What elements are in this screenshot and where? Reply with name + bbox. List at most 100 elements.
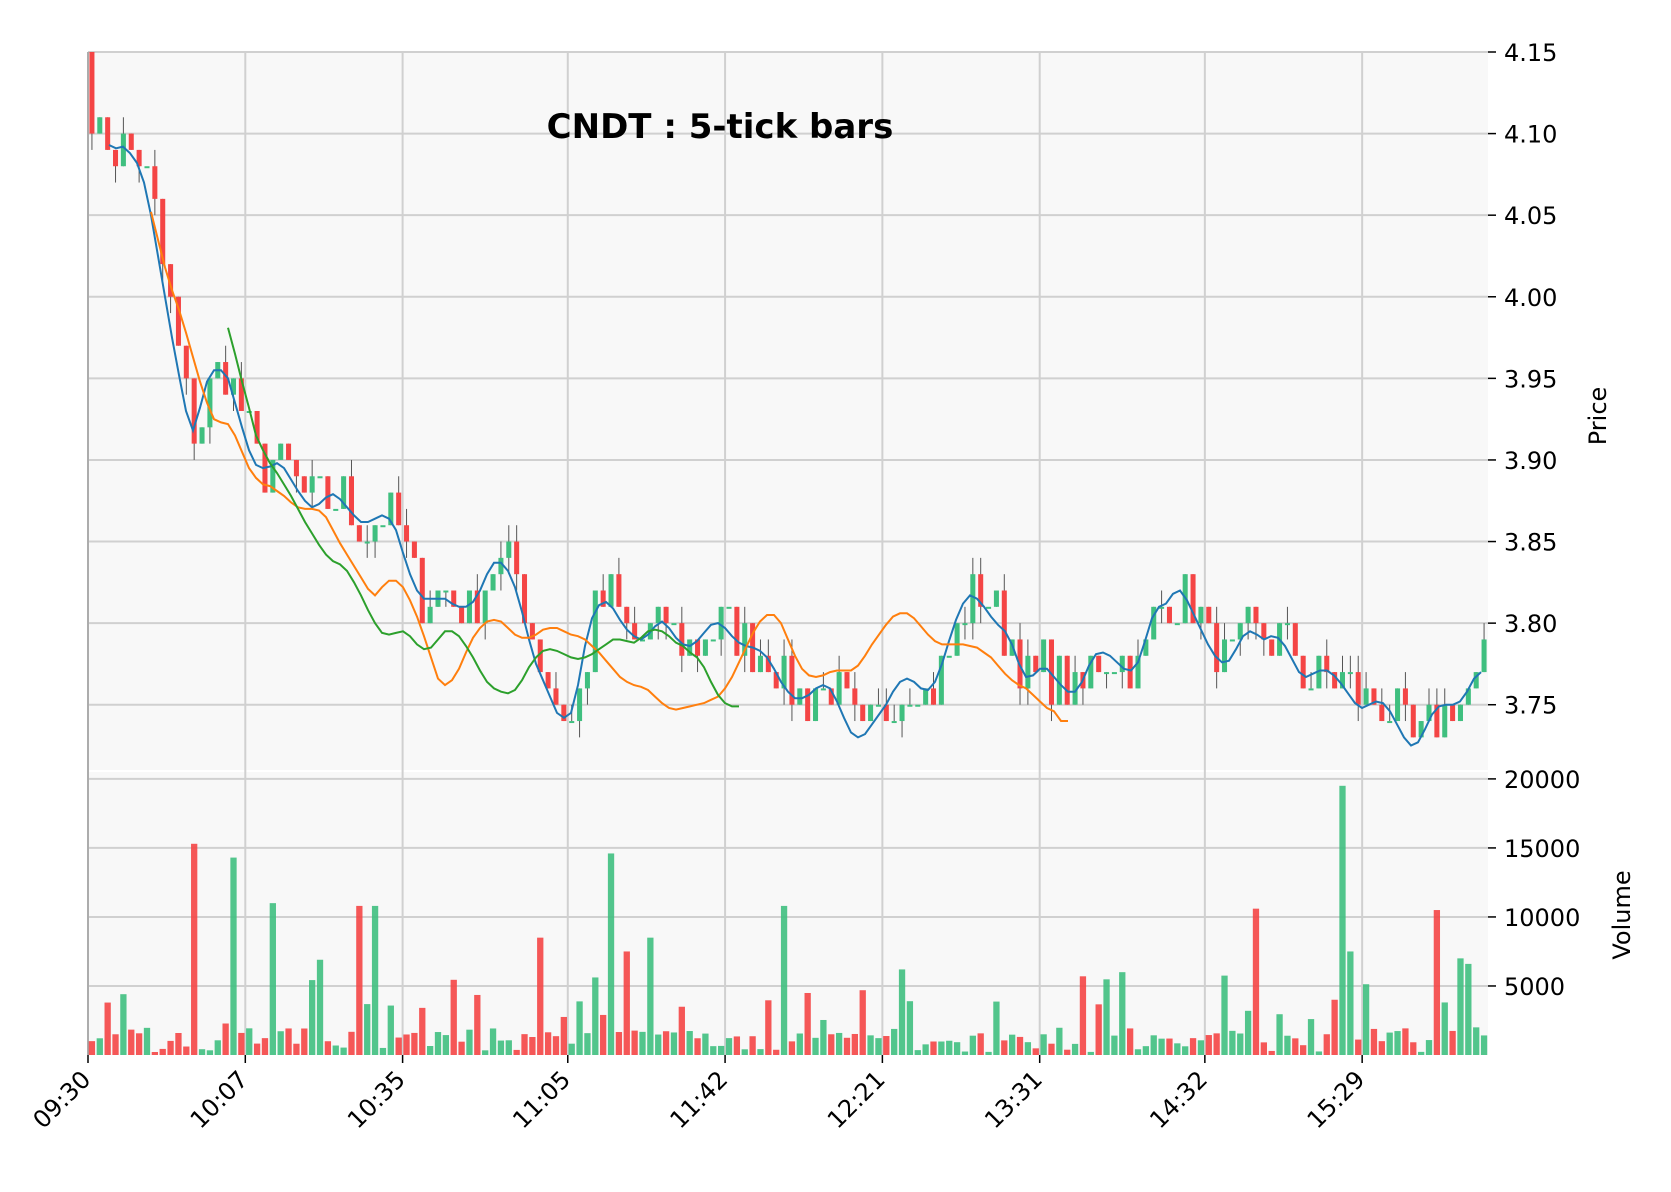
- volume-axis-label: Volume: [1608, 870, 1636, 959]
- volume-tick-label: 10000: [1504, 904, 1580, 932]
- volume-bar-up: [371, 905, 379, 1055]
- candle-down: [860, 704, 866, 722]
- volume-bar-down: [662, 1031, 670, 1055]
- volume-bar-up: [332, 1045, 339, 1055]
- candle-up: [506, 541, 512, 558]
- price-tick-label: 3.75: [1504, 692, 1557, 720]
- volume-bar-down: [474, 994, 481, 1055]
- candle-down: [113, 149, 119, 167]
- volume-bar-down: [1260, 1042, 1267, 1055]
- volume-bar-up: [434, 1032, 442, 1055]
- candle-down: [765, 655, 771, 673]
- candle-up: [1135, 655, 1141, 689]
- candle-up: [333, 508, 339, 511]
- candle-up: [820, 688, 826, 691]
- volume-bar-up: [969, 1035, 976, 1055]
- candle-down: [844, 672, 850, 689]
- candle-up: [364, 541, 370, 544]
- volume-bar-up: [946, 1040, 953, 1055]
- candle-up: [813, 688, 819, 722]
- price-tick-label: 3.80: [1504, 610, 1557, 638]
- volume-bar-up: [1457, 958, 1464, 1055]
- volume-bar-down: [513, 1049, 520, 1055]
- candle-up: [120, 133, 126, 167]
- volume-bar-up: [938, 1041, 945, 1055]
- volume-bar-up: [1158, 1038, 1165, 1055]
- volume-bar-down: [623, 951, 630, 1055]
- volume-bar-up: [309, 980, 316, 1055]
- volume-bar-down: [859, 990, 866, 1055]
- volume-bar-up: [120, 994, 127, 1055]
- volume-bar-down: [552, 1036, 560, 1055]
- volume-bar-down: [733, 1036, 741, 1055]
- volume-bar-up: [364, 1004, 371, 1055]
- candle-up: [702, 639, 708, 656]
- candle-down: [451, 590, 457, 607]
- candle-up: [230, 378, 237, 395]
- volume-bar-up: [1284, 1035, 1291, 1055]
- volume-bar-down: [135, 1033, 143, 1055]
- candle-up: [1222, 639, 1228, 673]
- candle-up: [270, 459, 276, 493]
- candle-down: [852, 688, 858, 705]
- volume-bar-down: [301, 1028, 308, 1055]
- volume-bar-up: [898, 969, 906, 1055]
- candle-down: [828, 688, 834, 705]
- candle-up: [1418, 721, 1424, 738]
- candle-up: [868, 704, 874, 722]
- volume-bar-up: [1386, 1032, 1393, 1055]
- volume-bar-down: [261, 1038, 269, 1055]
- chart-title: CNDT : 5-tick bars: [547, 107, 894, 147]
- volume-bar-up: [442, 1035, 450, 1055]
- volume-bar-down: [544, 1032, 552, 1055]
- candle-up: [207, 378, 213, 428]
- price-axis-label: Price: [1584, 387, 1612, 446]
- candle-up: [443, 590, 449, 593]
- volume-bar-up: [489, 1028, 497, 1055]
- volume-bar-down: [1433, 910, 1441, 1055]
- price-tick-label: 3.85: [1504, 529, 1557, 557]
- volume-bar-up: [316, 959, 324, 1055]
- candle-up: [1041, 639, 1047, 673]
- volume-bar-down: [1402, 1028, 1409, 1055]
- volume-bar-up: [1418, 1051, 1425, 1055]
- candle-down: [191, 378, 197, 444]
- candle-up: [584, 672, 590, 689]
- volume-bar-up: [780, 905, 788, 1055]
- candle-up: [915, 704, 921, 707]
- volume-bar-up: [482, 1050, 489, 1055]
- volume-bar-down: [843, 1037, 851, 1055]
- volume-bar-up: [1347, 951, 1354, 1055]
- price-panel: [88, 52, 1488, 770]
- volume-tick-label: 15000: [1504, 835, 1580, 863]
- volume-bar-up: [796, 1033, 803, 1055]
- candle-up: [1426, 704, 1432, 722]
- candle-up: [875, 704, 881, 707]
- candle-up: [962, 623, 968, 626]
- candle-up: [372, 525, 378, 542]
- candle-up: [726, 606, 732, 609]
- candle-down: [883, 704, 889, 722]
- candle-down: [238, 378, 244, 411]
- ma-line: [108, 144, 1482, 747]
- candle-down: [223, 362, 229, 395]
- candle-down: [293, 459, 299, 477]
- volume-bar-up: [953, 1042, 961, 1055]
- volume-bar-up: [1040, 1034, 1047, 1055]
- volume-bar-up: [655, 1034, 662, 1055]
- price-tick-label: 4.10: [1504, 121, 1557, 149]
- candle-down: [514, 541, 520, 575]
- volume-bar-down: [1079, 976, 1087, 1055]
- volume-bar-up: [1103, 979, 1110, 1055]
- volume-bar-down: [1001, 1040, 1008, 1055]
- candle-down: [1324, 655, 1330, 673]
- candle-up: [742, 623, 748, 656]
- candle-down: [734, 606, 740, 656]
- volume-bar-up: [340, 1047, 347, 1055]
- candle-up: [946, 655, 952, 658]
- volume-bar-up: [1071, 1043, 1079, 1055]
- volume-bar-down: [1370, 1028, 1378, 1055]
- candle-down: [1127, 655, 1133, 689]
- candle-down: [1292, 623, 1298, 656]
